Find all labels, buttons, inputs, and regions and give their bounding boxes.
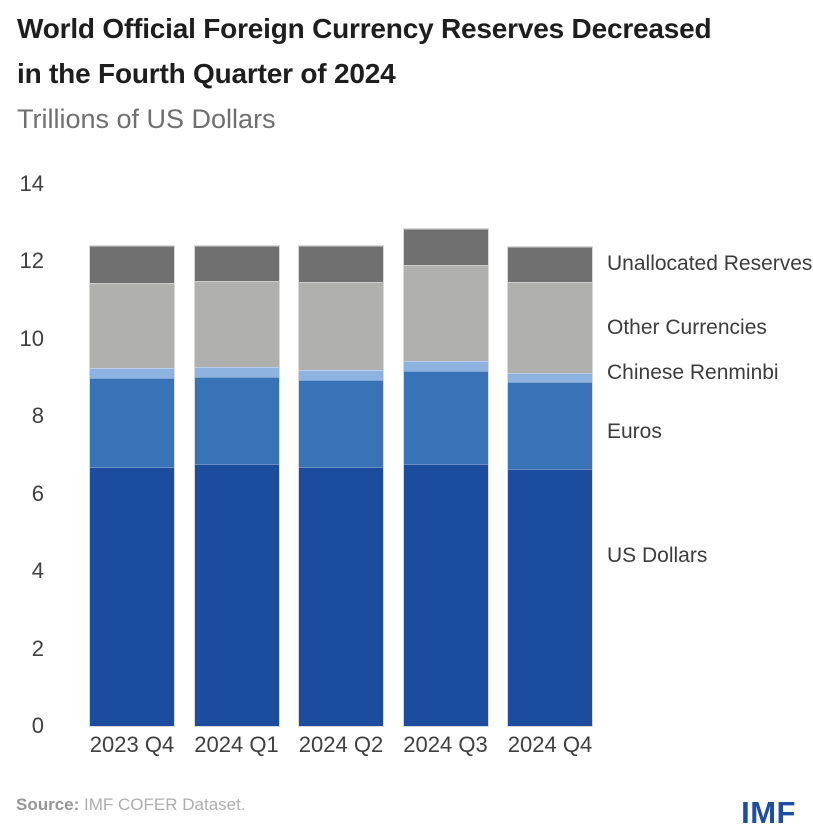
stacked-bar [193, 244, 280, 727]
y-tick-label: 2 [31, 635, 44, 661]
y-tick-label: 6 [31, 480, 44, 506]
bar-segment [90, 246, 174, 283]
source-text: IMF COFER Dataset. [84, 795, 246, 814]
imf-logo: IMF [741, 795, 796, 830]
bar-segment [90, 367, 174, 378]
bar-segment [299, 246, 383, 282]
y-tick-label: 0 [31, 713, 44, 738]
x-tick-label: 2024 Q4 [507, 732, 593, 757]
chart-header: World Official Foreign Currency Reserves… [17, 6, 807, 136]
stacked-bar [507, 246, 593, 727]
stacked-bar [402, 228, 489, 727]
bar-segment [194, 463, 279, 726]
bar-segment [403, 360, 488, 372]
x-tick-label: 2023 Q4 [89, 732, 175, 757]
bar-segment [299, 379, 383, 468]
bar-segment [194, 280, 279, 368]
bar-segment [299, 281, 383, 370]
chart-title-line-2: in the Fourth Quarter of 2024 [17, 58, 396, 89]
bar-segment [299, 369, 383, 380]
stacked-bar [298, 245, 384, 727]
source-label: Source: [16, 795, 80, 814]
chart-subtitle: Trillions of US Dollars [17, 104, 276, 134]
y-tick-label: 8 [31, 403, 44, 428]
stacked-bar [89, 245, 175, 727]
bar-segment [508, 247, 592, 283]
bar-segment [194, 367, 279, 377]
bar-segment [403, 371, 488, 464]
y-tick-label: 4 [31, 558, 44, 583]
bar-segment [403, 229, 488, 265]
bar-segment [508, 469, 592, 726]
source-note: Source: IMF COFER Dataset. [16, 795, 246, 815]
legend-label: Other Currencies [607, 316, 767, 339]
bar-segment [90, 282, 174, 368]
y-tick-label: 10 [19, 325, 44, 351]
bar-segment [403, 463, 488, 726]
bar-segment [403, 264, 488, 361]
x-tick-label: 2024 Q3 [403, 732, 488, 757]
legend-label: US Dollars [607, 544, 708, 567]
bar-segment [299, 467, 383, 726]
bar-segment [508, 282, 592, 373]
bar-segment [90, 378, 174, 467]
chart-title-line-1: World Official Foreign Currency Reserves… [17, 13, 712, 44]
bar-segment [90, 466, 174, 726]
x-tick-label: 2024 Q2 [298, 732, 384, 757]
x-tick-label: 2024 Q1 [194, 732, 279, 757]
y-tick-label: 12 [19, 248, 44, 273]
legend-label: Unallocated Reserves [607, 252, 813, 275]
legend-label: Euros [607, 420, 662, 443]
bar-segment [508, 372, 592, 383]
y-tick-label: 14 [19, 170, 44, 196]
bar-segment [508, 382, 592, 470]
bar-segment [194, 245, 279, 281]
legend-label: Chinese Renminbi [607, 361, 779, 384]
bar-segment [194, 376, 279, 464]
